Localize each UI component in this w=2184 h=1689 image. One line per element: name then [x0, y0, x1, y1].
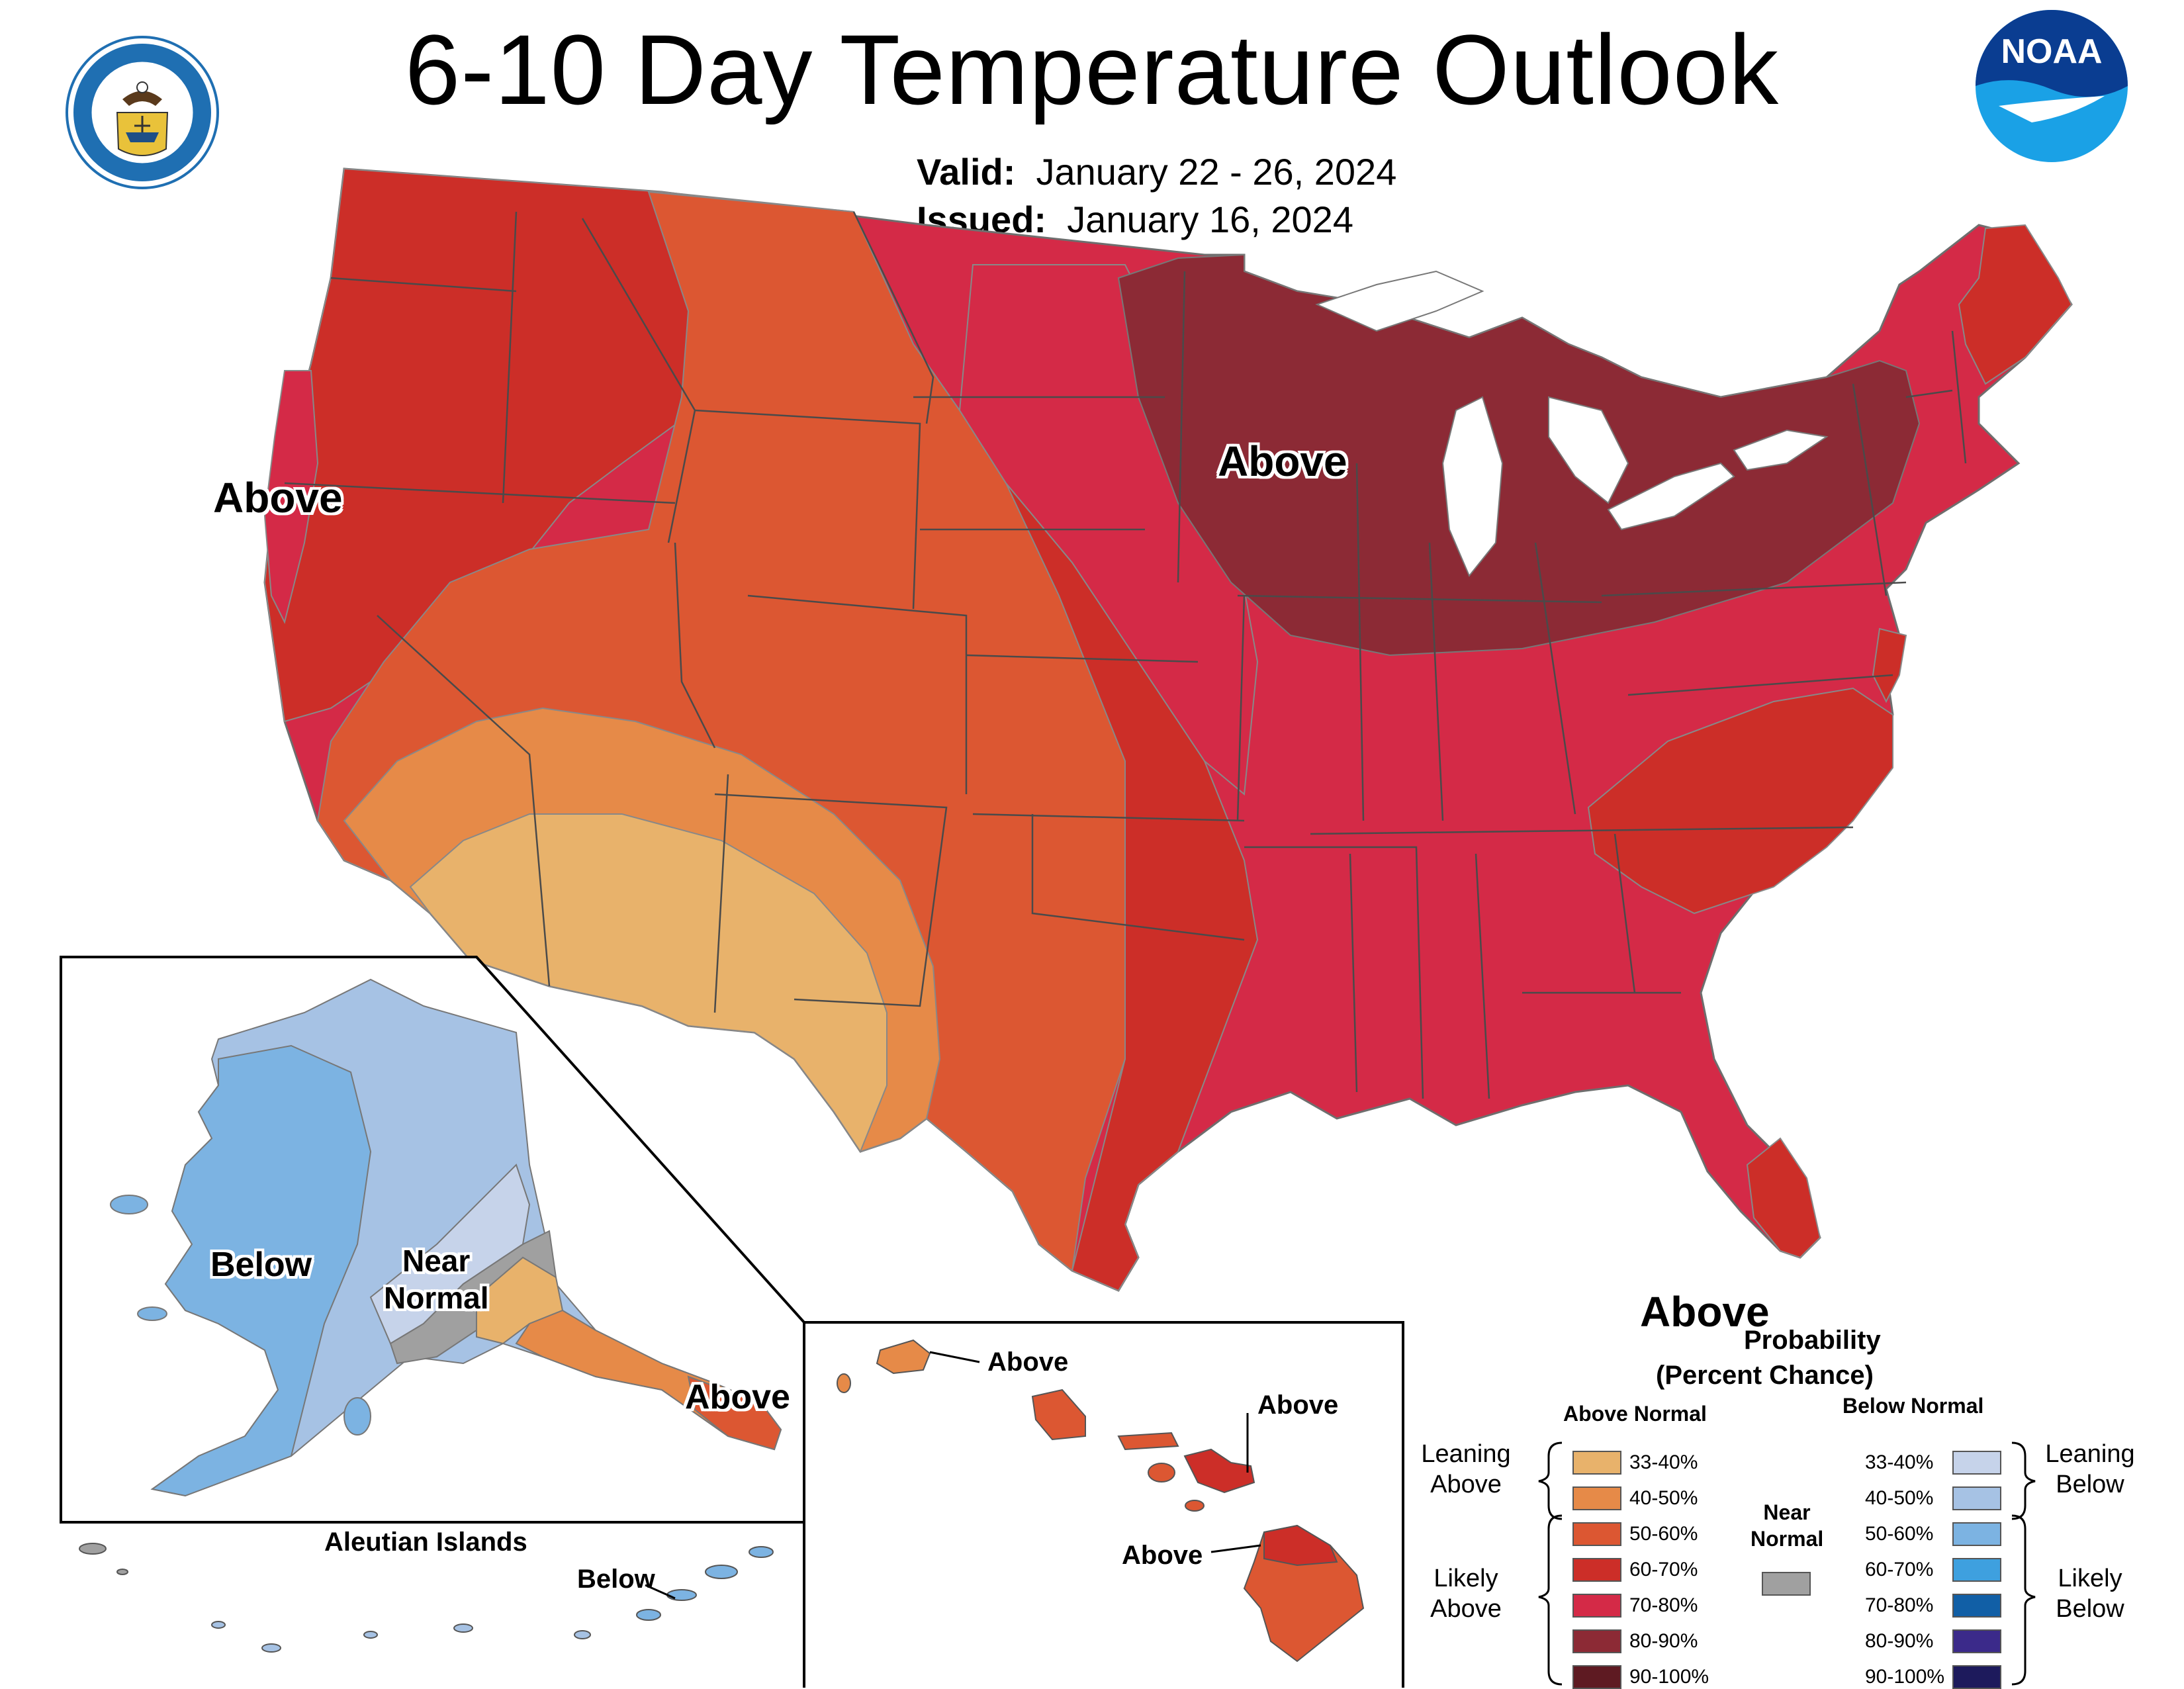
legend-below-label: 90-100%: [1865, 1666, 1945, 1688]
legend-above-label: 90-100%: [1629, 1666, 1709, 1688]
legend-above-swatch: [1572, 1451, 1621, 1475]
label-alaska-normal: Normal: [384, 1281, 489, 1315]
island-maui: [1183, 1448, 1255, 1494]
legend-below-label: 60-70%: [1865, 1559, 1934, 1580]
legend-above-label: 80-90%: [1629, 1630, 1698, 1652]
region-80-90-great-lakes: [1117, 253, 1921, 657]
legend-title: Above: [1640, 1288, 1770, 1336]
legend-below-swatch: [1952, 1451, 2001, 1475]
legend-above-swatch: [1572, 1594, 1621, 1618]
legend-likely-below-label: Likely Below: [2037, 1564, 2143, 1624]
legend-below-swatch: [1952, 1594, 2001, 1618]
legend-likely-above-label: Likely Above: [1416, 1564, 1516, 1624]
label-west-coast-above: Above: [213, 474, 343, 522]
legend-below-normal-header: Below Normal: [1843, 1394, 1984, 1418]
noaa-logo: NOAA: [1972, 7, 2131, 165]
legend-below-swatch: [1952, 1665, 2001, 1689]
legend-above-swatch: [1572, 1522, 1621, 1546]
label-hawaii-big-island-above: Above: [1122, 1541, 1203, 1570]
legend-likely-below-line2: Below: [2056, 1594, 2124, 1623]
legend-below-label: 40-50%: [1865, 1487, 1934, 1509]
legend-below-swatch: [1952, 1486, 2001, 1510]
legend-subtitle-probability: Probability: [1744, 1326, 1881, 1355]
valid-label: Valid:: [917, 151, 1016, 193]
island-niihau: [837, 1373, 851, 1393]
legend-above-label: 50-60%: [1629, 1523, 1698, 1545]
region-below-50-60-alaska-west: [150, 1044, 372, 1497]
noaa-logo-text: NOAA: [2001, 32, 2102, 71]
island-kahoolawe: [1185, 1500, 1205, 1512]
region-above-50-60-panhandle: [687, 1375, 782, 1451]
legend-leaning-above-line2: Above: [1430, 1470, 1502, 1498]
legend-subtitle-percent: (Percent Chance): [1656, 1361, 1874, 1390]
page-title: 6-10 Day Temperature Outlook: [404, 14, 1780, 125]
island-oahu: [1031, 1389, 1086, 1441]
legend-leaning-below-line2: Below: [2056, 1470, 2124, 1498]
label-alaska-above: Above: [685, 1378, 790, 1416]
label-great-lakes-above: Above: [1218, 437, 1347, 485]
label-hawaii-oahu-above: Above: [1257, 1391, 1339, 1420]
legend-below-label: 50-60%: [1865, 1523, 1934, 1545]
legend-near-normal-line1: Near: [1763, 1500, 1811, 1524]
legend-leaning-above-label: Leaning Above: [1416, 1439, 1516, 1500]
island-molokai: [1117, 1432, 1179, 1451]
commerce-seal-logo: [63, 33, 222, 192]
legend-above-label: 70-80%: [1629, 1594, 1698, 1616]
legend-below-label: 33-40%: [1865, 1451, 1934, 1473]
valid-dates: January 22 - 26, 2024: [1036, 151, 1397, 193]
legend-near-normal-line2: Normal: [1751, 1527, 1824, 1551]
legend-above-label: 60-70%: [1629, 1559, 1698, 1580]
great-lakes-water: [1315, 270, 1829, 577]
alaska-islands: [110, 1195, 371, 1436]
legend-above-label: 40-50%: [1629, 1487, 1698, 1509]
legend-above-swatch: [1572, 1629, 1621, 1653]
region-70-80-california-coast: [263, 370, 319, 624]
label-hawaii-kauai-above: Above: [987, 1347, 1069, 1377]
island-lanai: [1148, 1463, 1175, 1483]
island-big-island-north: [1263, 1524, 1338, 1567]
legend-near-normal-header: Near Normal: [1751, 1499, 1823, 1552]
legend-likely-below-line1: Likely: [2058, 1565, 2122, 1592]
legend-above-swatch: [1572, 1665, 1621, 1689]
legend-leaning-below-line1: Leaning: [2045, 1440, 2135, 1468]
legend-leaning-above-line1: Leaning: [1421, 1440, 1511, 1468]
region-60-70-south-florida: [1746, 1137, 1821, 1259]
legend-above-swatch: [1572, 1558, 1621, 1582]
label-aleutian-below: Below: [577, 1565, 655, 1594]
legend-likely-above-line2: Above: [1430, 1594, 1502, 1623]
legend-likely-above-line1: Likely: [1433, 1565, 1498, 1592]
valid-line: Valid: January 22 - 26, 2024: [917, 154, 1396, 191]
region-60-70-maine: [1958, 224, 2073, 385]
region-60-70-mid-atlantic: [1872, 627, 1907, 704]
aleutian-islands-title: Aleutian Islands: [324, 1528, 527, 1557]
state-boundaries: [284, 211, 1967, 1099]
legend-below-label: 70-80%: [1865, 1594, 1934, 1616]
legend-above-label: 33-40%: [1629, 1451, 1698, 1473]
issued-date: January 16, 2024: [1067, 199, 1353, 240]
legend-below-swatch: [1952, 1629, 2001, 1653]
legend-below-swatch: [1952, 1558, 2001, 1582]
legend-above-normal-header: Above Normal: [1563, 1402, 1707, 1426]
legend-leaning-below-label: Leaning Below: [2037, 1439, 2143, 1500]
island-kauai: [876, 1339, 931, 1375]
legend-near-normal-swatch: [1762, 1572, 1811, 1596]
legend-below-label: 80-90%: [1865, 1630, 1934, 1652]
legend-below-swatch: [1952, 1522, 2001, 1546]
region-60-70-carolinas: [1587, 687, 1893, 915]
label-alaska-below: Below: [210, 1246, 312, 1284]
label-alaska-near: Near: [402, 1244, 471, 1278]
legend-above-swatch: [1572, 1486, 1621, 1510]
